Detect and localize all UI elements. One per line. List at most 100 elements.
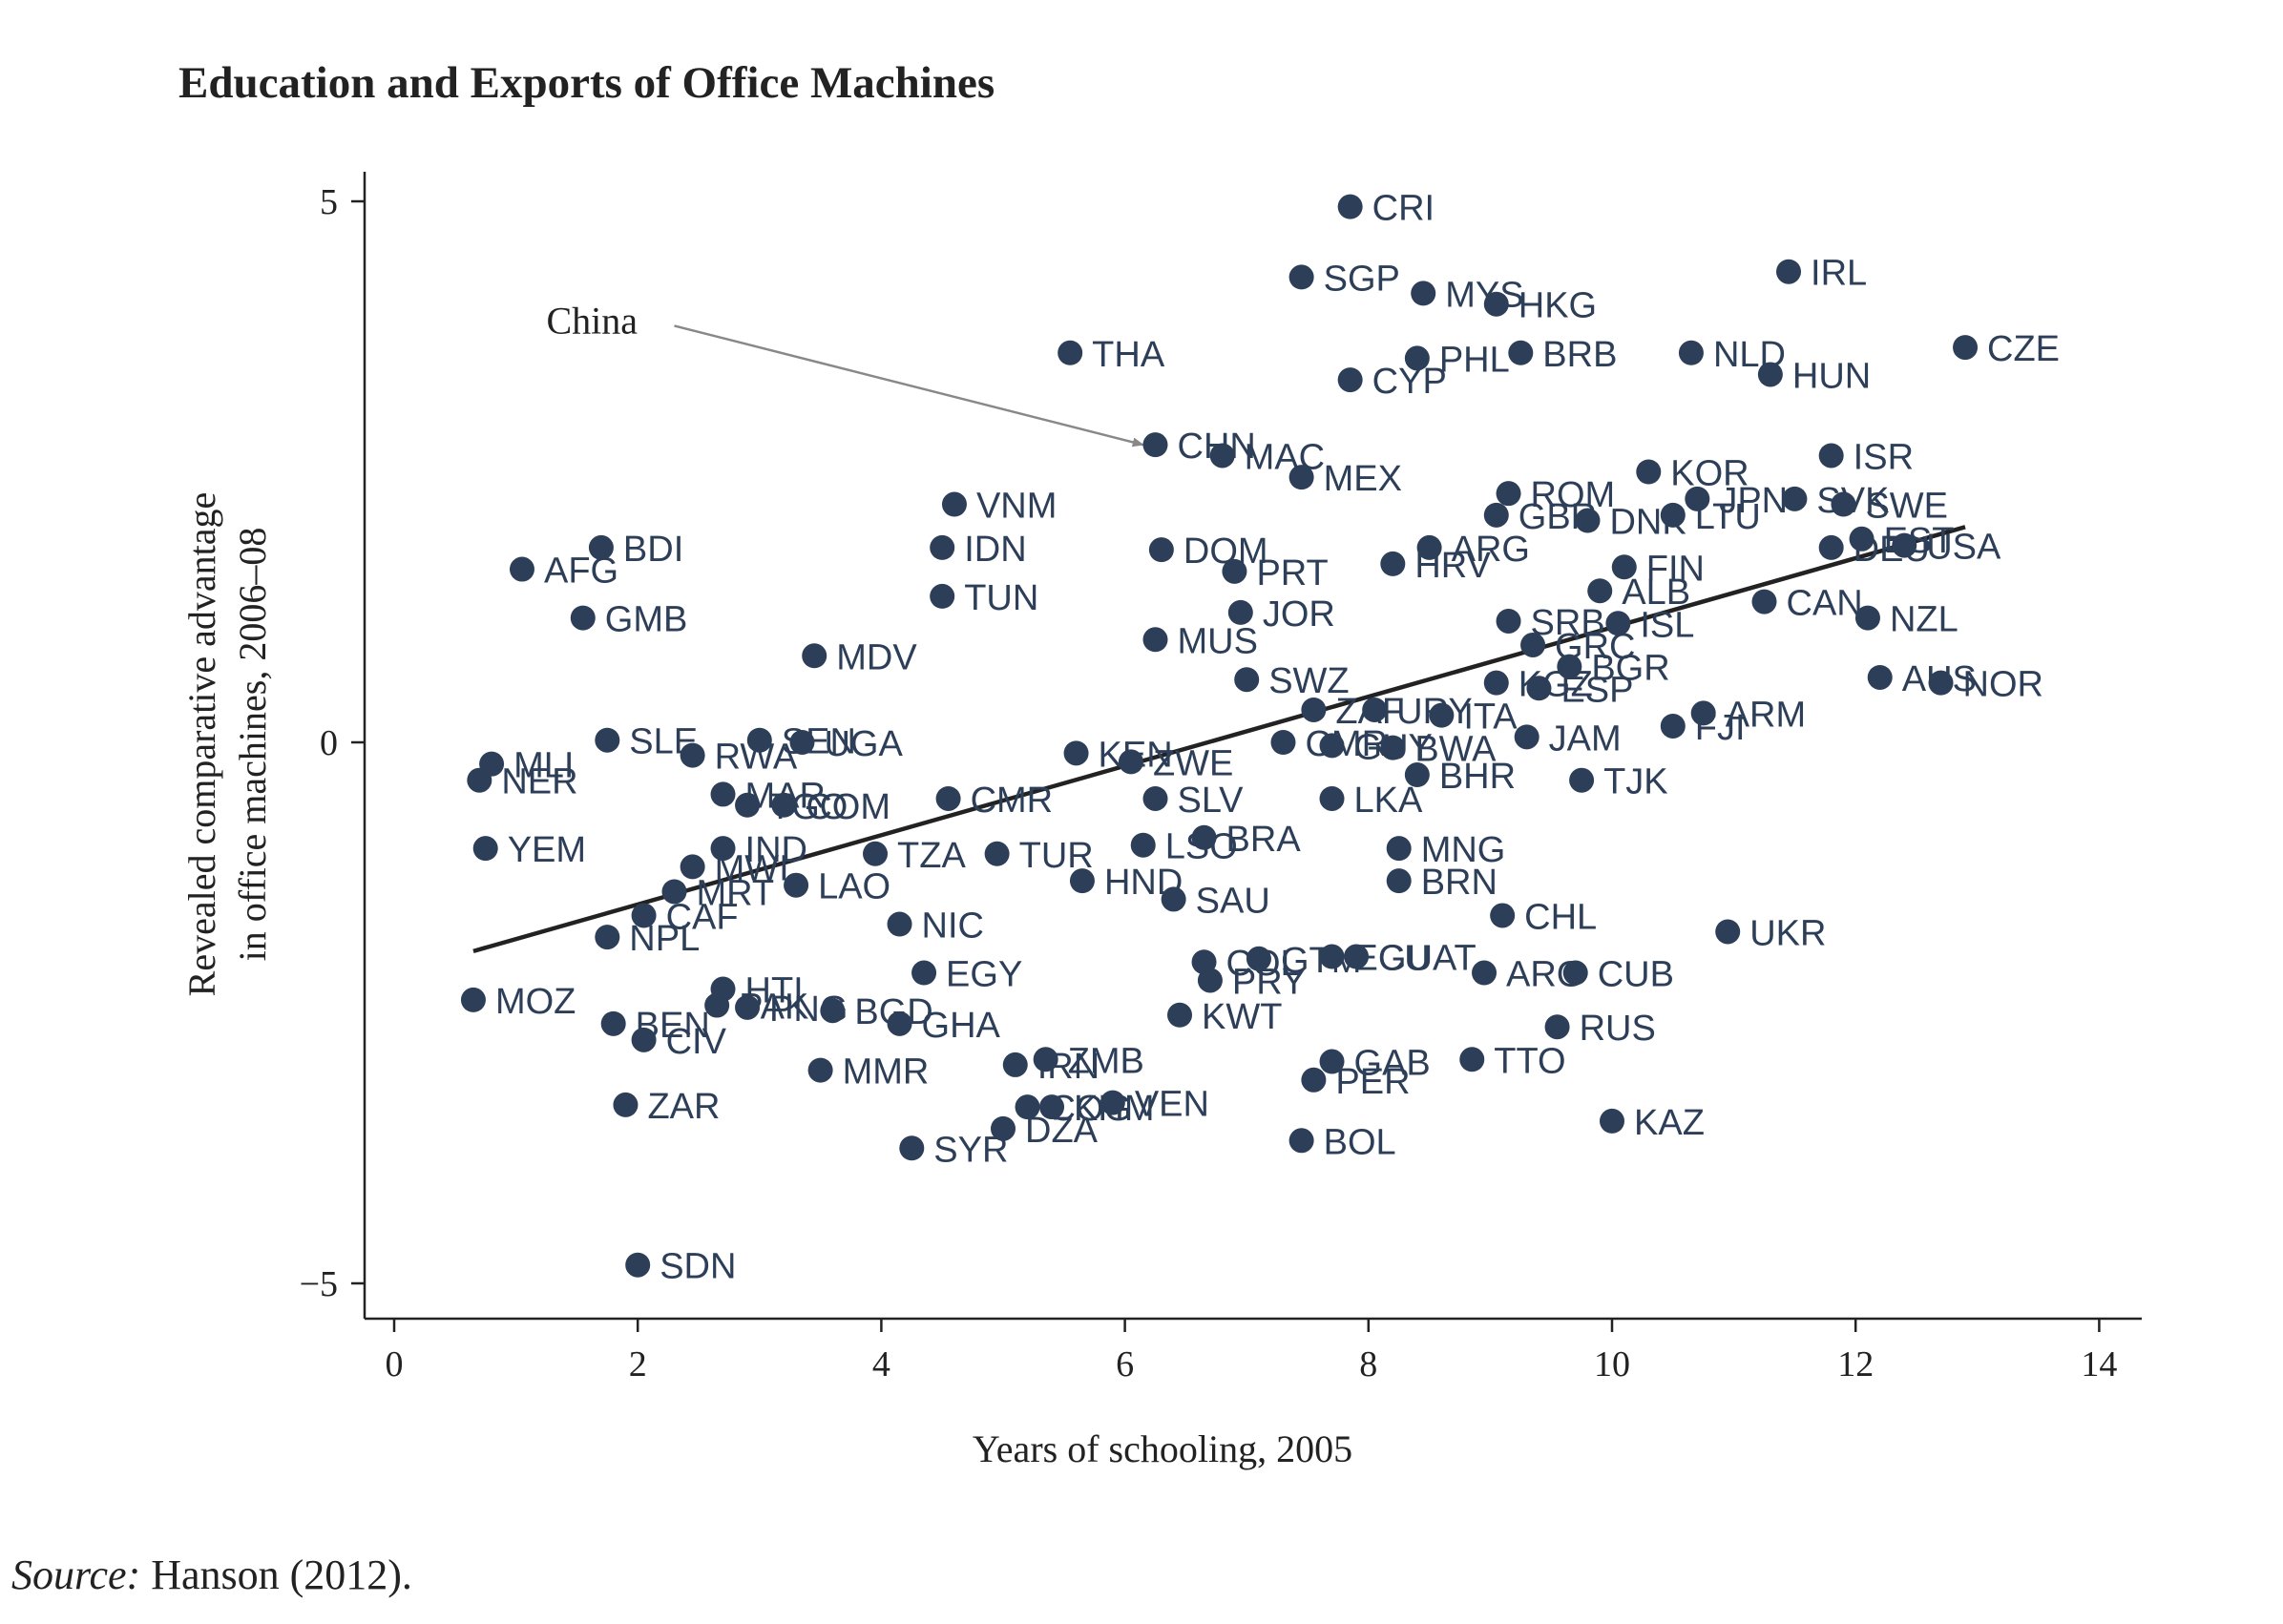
point-esp: ESP (1526, 670, 1633, 710)
y-tick-label: 0 (320, 723, 338, 763)
point-label: HRV (1414, 546, 1491, 586)
point-mng: MNG (1386, 830, 1506, 870)
point-label: BRN (1421, 863, 1498, 903)
point-label: MNG (1421, 830, 1506, 870)
point-label: CRI (1372, 189, 1435, 229)
point-tto: TTO (1459, 1041, 1566, 1081)
point-marker (1167, 1002, 1193, 1028)
point-sau: SAU (1161, 881, 1270, 921)
point-srb: SRB (1496, 603, 1605, 643)
point-marker (1526, 676, 1552, 701)
point-marker (625, 1252, 651, 1278)
point-marker (1142, 627, 1168, 653)
point-marker (1039, 1094, 1065, 1120)
point-slv: SLV (1142, 781, 1244, 821)
point-cri: CRI (1337, 189, 1435, 229)
data-points: CRIIRLSGPMYSHKGTHAPHLBRBNLDCZEHUNCYPCHNM… (460, 189, 2060, 1287)
point-marker (1058, 340, 1083, 365)
x-ticks: 0 2 4 6 8 10 12 14 (386, 1319, 2117, 1385)
point-label: JOR (1263, 594, 1335, 635)
point-mmr: MMR (807, 1052, 930, 1093)
point-label: CAN (1787, 584, 1863, 624)
point-bol: BOL (1288, 1122, 1396, 1162)
point-zwe: ZWE (1118, 743, 1233, 783)
fit-line (472, 525, 1966, 954)
point-label: JPN (1719, 481, 1788, 521)
point-mdv: MDV (802, 637, 917, 677)
point-label: EGY (946, 955, 1022, 995)
x-tick-label: 2 (629, 1344, 647, 1385)
point-ecu: ECU (1319, 939, 1431, 979)
point-marker (1033, 1047, 1058, 1072)
point-marker (1953, 335, 1979, 361)
point-mex: MEX (1288, 459, 1402, 499)
point-cub: CUB (1562, 955, 1674, 995)
point-kor: KOR (1636, 454, 1749, 494)
point-label: ZAR (647, 1087, 720, 1127)
point-ind: IND (710, 830, 807, 870)
point-label: NER (501, 762, 577, 802)
point-fin: FIN (1611, 549, 1705, 589)
point-marker (789, 730, 815, 755)
point-marker (1429, 702, 1455, 728)
point-marker (1483, 291, 1509, 317)
point-label: MMR (843, 1052, 930, 1093)
point-marker (1928, 670, 1954, 696)
point-marker (1496, 608, 1521, 634)
point-marker (1660, 502, 1686, 528)
point-phl: PHL (1404, 340, 1510, 380)
point-label: CYP (1372, 362, 1447, 402)
point-marker (899, 1135, 925, 1161)
point-label: PHL (1439, 340, 1510, 380)
point-label: ITA (1463, 697, 1518, 738)
point-aus: AUS (1867, 659, 1977, 699)
point-marker (1776, 259, 1802, 284)
point-isl: ISL (1605, 605, 1694, 645)
point-label: YEM (508, 830, 586, 870)
point-marker (1557, 654, 1582, 679)
point-marker (1270, 730, 1296, 755)
point-mli: MLI (479, 746, 574, 786)
x-tick-label: 4 (872, 1344, 890, 1385)
point-cyp: CYP (1337, 362, 1447, 402)
point-nzl: NZL (1854, 600, 1958, 640)
point-label: ESP (1560, 670, 1633, 710)
point-label: MYS (1445, 275, 1523, 315)
point-marker (1483, 670, 1509, 696)
point-ner: NER (467, 762, 578, 802)
point-hrv: HRV (1380, 546, 1492, 586)
point-can: CAN (1751, 584, 1863, 624)
x-tick-label: 12 (1837, 1344, 1874, 1385)
point-marker (1319, 733, 1345, 759)
point-kaz: KAZ (1600, 1103, 1705, 1143)
point-label: ROM (1531, 475, 1616, 515)
point-marker (1142, 785, 1168, 811)
point-label: BRB (1542, 335, 1617, 375)
point-marker (807, 1057, 833, 1083)
fit-line-group (472, 525, 1966, 954)
point-label: RWA (715, 738, 798, 778)
point-label: MAC (1245, 437, 1325, 477)
point-marker (1069, 868, 1095, 894)
point-label: RUS (1580, 1009, 1656, 1049)
point-brn: BRN (1386, 863, 1498, 903)
source-note: Source: Hanson (2012). (11, 1551, 412, 1598)
point-marker (613, 1092, 639, 1117)
point-marker (1411, 281, 1436, 306)
point-marker (1319, 944, 1345, 969)
point-vnm: VNM (941, 487, 1057, 527)
point-label: SAU (1196, 881, 1270, 921)
point-label: PER (1335, 1062, 1410, 1102)
point-label: CMR (1305, 724, 1388, 764)
point-cze: CZE (1953, 329, 2060, 369)
point-label: CIV (666, 1022, 727, 1062)
point-gmb: GMB (570, 600, 687, 640)
point-cmr: CMR (1270, 724, 1388, 764)
point-marker (1544, 1014, 1570, 1040)
point-nor: NOR (1928, 665, 2043, 705)
point-marker (631, 1027, 657, 1052)
point-label: COL (1226, 944, 1301, 984)
point-label: COM (806, 787, 890, 827)
point-marker (595, 727, 620, 753)
point-marker (1197, 968, 1223, 993)
